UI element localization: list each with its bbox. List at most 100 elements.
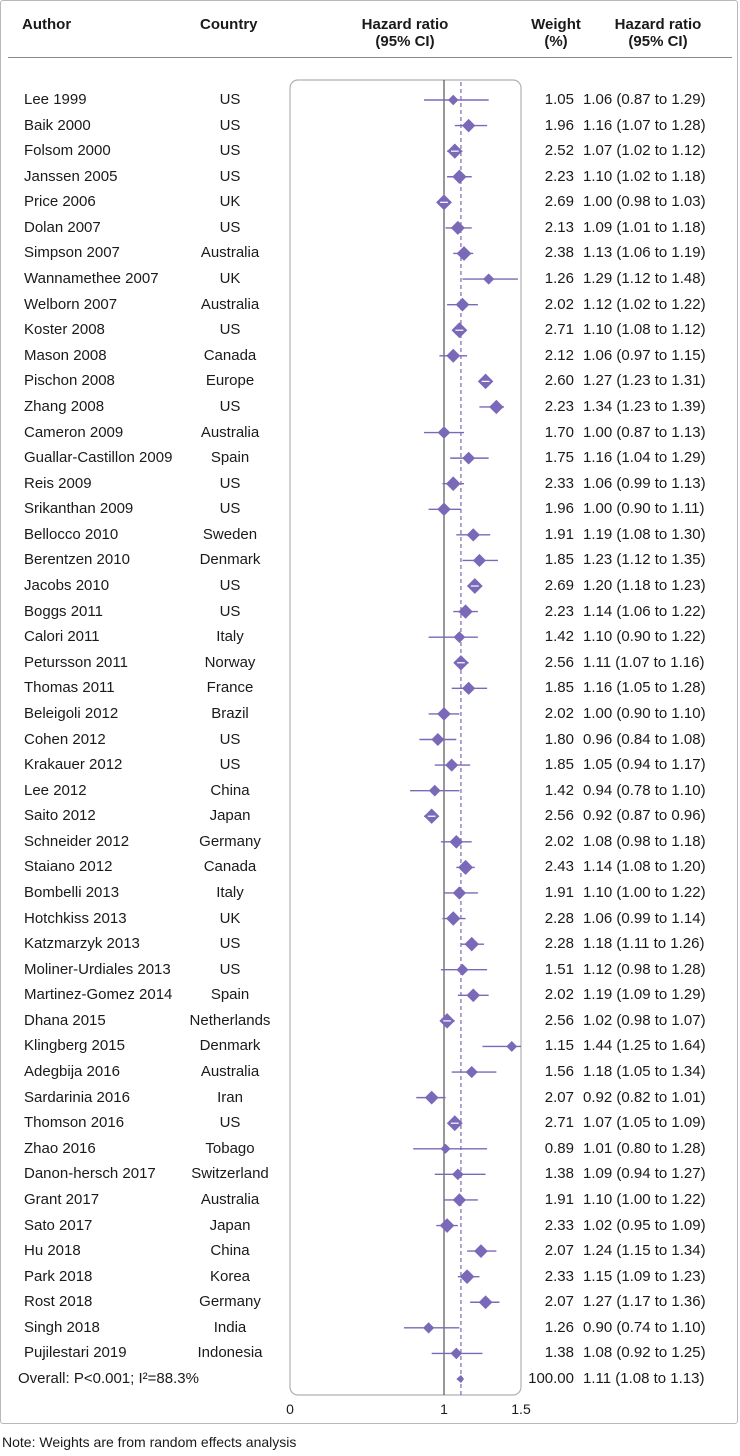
study-author: Dolan 2007	[24, 218, 101, 236]
study-author: Price 2006	[24, 193, 96, 211]
point-estimate-marker	[437, 502, 451, 517]
study-country: US	[219, 602, 241, 620]
study-ci-text: 1.10 (1.08 to 1.12)	[583, 321, 706, 339]
study-weight: 1.85	[544, 679, 574, 697]
study-weight: 2.38	[544, 244, 574, 262]
study-ci-text: 1.14 (1.06 to 1.22)	[583, 602, 706, 620]
point-estimate-marker	[428, 784, 441, 797]
study-country: UK	[219, 193, 241, 211]
study-weight: 2.02	[544, 986, 574, 1004]
study-weight: 2.33	[544, 1267, 574, 1285]
study-country: US	[219, 474, 241, 492]
study-author: Schneider 2012	[24, 832, 130, 850]
study-country: Australia	[200, 244, 260, 262]
study-weight: 2.23	[544, 397, 574, 415]
study-ci-text: 1.14 (1.08 to 1.20)	[583, 858, 706, 876]
point-estimate-marker	[464, 936, 479, 952]
study-author: Danon-hersch 2017	[24, 1165, 156, 1183]
study-ci-text: 0.90 (0.74 to 1.10)	[583, 1318, 706, 1336]
study-ci-text: 1.06 (0.97 to 1.15)	[583, 346, 706, 364]
study-ci-text: 1.05 (0.94 to 1.17)	[583, 756, 706, 774]
study-weight: 1.51	[544, 960, 574, 978]
study-ci-text: 1.06 (0.99 to 1.13)	[583, 474, 706, 492]
study-author: Welborn 2007	[24, 295, 118, 313]
study-author: Grant 2017	[24, 1190, 100, 1208]
study-author: Martinez-Gomez 2014	[24, 986, 173, 1004]
study-country: US	[219, 935, 241, 953]
study-ci-text: 1.08 (0.92 to 1.25)	[583, 1344, 706, 1362]
study-author: Cohen 2012	[24, 730, 106, 748]
study-ci-text: 1.06 (0.99 to 1.14)	[583, 909, 706, 927]
point-estimate-marker	[452, 1193, 467, 1207]
study-author: Baik 2000	[24, 116, 91, 134]
study-weight: 2.23	[544, 602, 574, 620]
point-estimate-marker	[456, 963, 469, 976]
study-author: Lee 2012	[24, 781, 87, 799]
study-ci-text: 1.20 (1.18 to 1.23)	[583, 577, 706, 595]
study-ci-text: 1.19 (1.09 to 1.29)	[583, 986, 706, 1004]
study-author: Sardarinia 2016	[24, 1088, 130, 1106]
study-weight: 2.52	[544, 142, 574, 160]
study-country: Australia	[200, 423, 260, 441]
study-author: Thomson 2016	[24, 1114, 125, 1132]
study-ci-text: 0.94 (0.78 to 1.10)	[583, 781, 706, 799]
point-estimate-marker	[506, 1041, 518, 1052]
study-ci-text: 1.34 (1.23 to 1.39)	[583, 397, 706, 415]
point-estimate-marker	[445, 476, 461, 492]
study-weight: 2.60	[544, 372, 574, 390]
study-country: Germany	[199, 832, 261, 850]
study-country: Iran	[217, 1088, 243, 1106]
point-estimate-marker	[431, 733, 445, 746]
study-country: US	[219, 167, 241, 185]
study-ci-text: 1.16 (1.05 to 1.28)	[583, 679, 706, 697]
study-ci-text: 0.92 (0.82 to 1.01)	[583, 1088, 706, 1106]
study-author: Berentzen 2010	[24, 551, 130, 569]
point-estimate-marker	[422, 1322, 435, 1334]
study-author: Park 2018	[24, 1267, 93, 1285]
study-weight: 1.85	[544, 756, 574, 774]
study-author: Dhana 2015	[24, 1011, 106, 1029]
study-weight: 1.42	[544, 628, 574, 646]
study-country: US	[219, 960, 241, 978]
point-estimate-marker	[474, 1244, 488, 1259]
study-weight: 1.96	[544, 500, 574, 518]
study-ci-text: 1.01 (0.80 to 1.28)	[583, 1139, 706, 1157]
study-ci-text: 1.18 (1.05 to 1.34)	[583, 1063, 706, 1081]
study-ci-text: 1.09 (1.01 to 1.18)	[583, 218, 706, 236]
point-estimate-marker	[452, 169, 467, 184]
study-country: Norway	[204, 653, 256, 671]
study-country: Canada	[203, 858, 257, 876]
study-weight: 1.05	[544, 91, 574, 108]
study-weight: 2.02	[544, 832, 574, 850]
study-ci-text: 1.16 (1.04 to 1.29)	[583, 449, 706, 467]
point-estimate-marker	[462, 681, 476, 695]
study-ci-text: 1.07 (1.02 to 1.12)	[583, 142, 706, 160]
study-ci-text: 1.12 (0.98 to 1.28)	[583, 960, 706, 978]
study-country: Brazil	[211, 704, 249, 722]
study-country: Sweden	[202, 525, 258, 543]
point-estimate-marker	[424, 1090, 439, 1105]
study-country: China	[210, 781, 250, 799]
study-country: US	[219, 397, 241, 415]
study-country: Italy	[216, 628, 244, 646]
x-tick-label-0: 0	[286, 1401, 294, 1417]
study-country: UK	[219, 270, 241, 288]
point-estimate-marker	[472, 553, 486, 567]
overall-label: Overall: P<0.001; I²=88.3%	[18, 1370, 199, 1387]
study-author: Zhang 2008	[24, 397, 105, 415]
study-weight: 2.56	[544, 807, 574, 825]
header-hazard-ratio-text: Hazard ratio (95% CI)	[592, 16, 724, 50]
study-country: Japan	[209, 807, 251, 825]
study-country: US	[219, 321, 241, 339]
study-country: US	[219, 116, 241, 134]
study-country: US	[219, 500, 241, 518]
study-author: Janssen 2005	[24, 167, 118, 185]
study-country: China	[210, 1242, 250, 1260]
study-country: US	[219, 577, 241, 595]
study-ci-text: 1.16 (1.07 to 1.28)	[583, 116, 706, 134]
study-weight: 2.07	[544, 1293, 574, 1311]
point-estimate-marker	[452, 886, 467, 900]
study-author: Katzmarzyk 2013	[24, 935, 140, 953]
study-country: US	[219, 142, 241, 160]
study-author: Singh 2018	[24, 1318, 100, 1336]
